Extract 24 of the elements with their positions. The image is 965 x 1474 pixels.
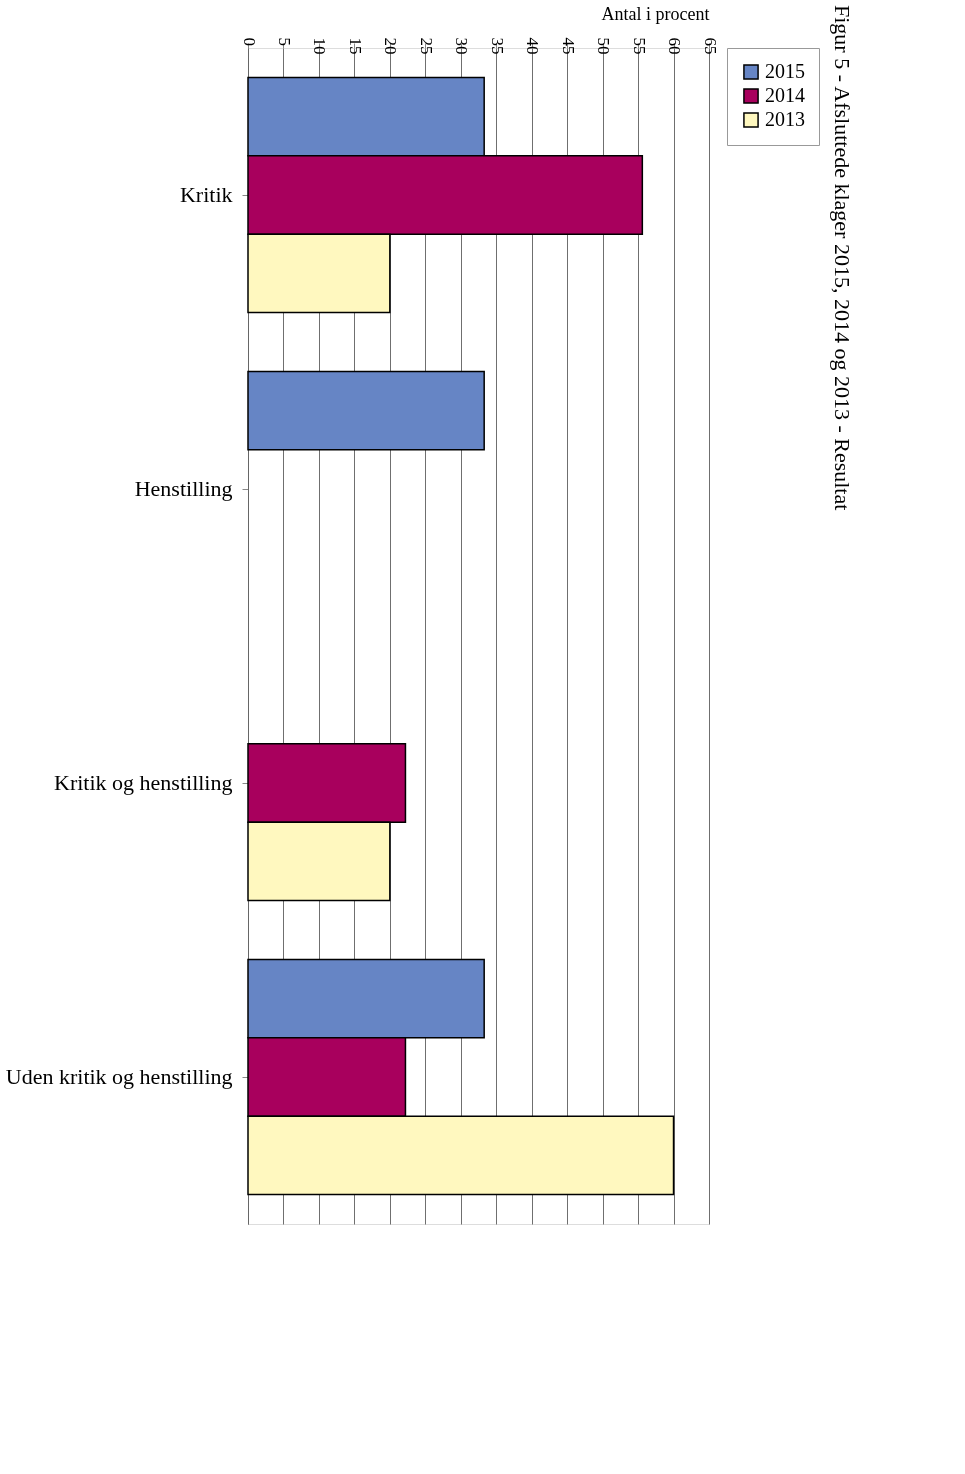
x-tick-label: 25 — [416, 37, 436, 55]
x-tick-label: 40 — [523, 37, 543, 55]
x-tick-label: 65 — [700, 37, 720, 55]
x-tick-label: 50 — [594, 37, 614, 55]
x-tick-label: 0 — [239, 37, 259, 46]
x-tick-label: 30 — [452, 37, 472, 55]
legend-label: 2013 — [765, 108, 805, 130]
text: Figur 5 - Afsluttede klager 2015, 2014 og 2013 - Resultat — [829, 5, 855, 511]
y-tick-label: Uden kritik og henstilling — [5, 1064, 233, 1089]
x-tick-label: 60 — [665, 37, 685, 55]
x-tick-label: 10 — [310, 37, 330, 55]
x-tick-label: 5 — [274, 37, 294, 46]
bar — [247, 370, 485, 451]
x-tick-label: 15 — [345, 37, 365, 55]
x-tick-label: 55 — [629, 37, 649, 55]
x-tick-label: 45 — [558, 37, 578, 55]
y-tick-label: Kritik — [179, 182, 233, 207]
x-axis-title: Antal i procent — [601, 3, 710, 24]
x-tick-label: 20 — [381, 37, 401, 55]
y-tick-label: Henstilling — [134, 476, 233, 501]
x-tick-label: 35 — [487, 37, 507, 55]
y-tick-label: Kritik og henstilling — [54, 770, 233, 795]
legend-label: 2014 — [765, 84, 805, 106]
legend-label: 2015 — [765, 60, 805, 82]
